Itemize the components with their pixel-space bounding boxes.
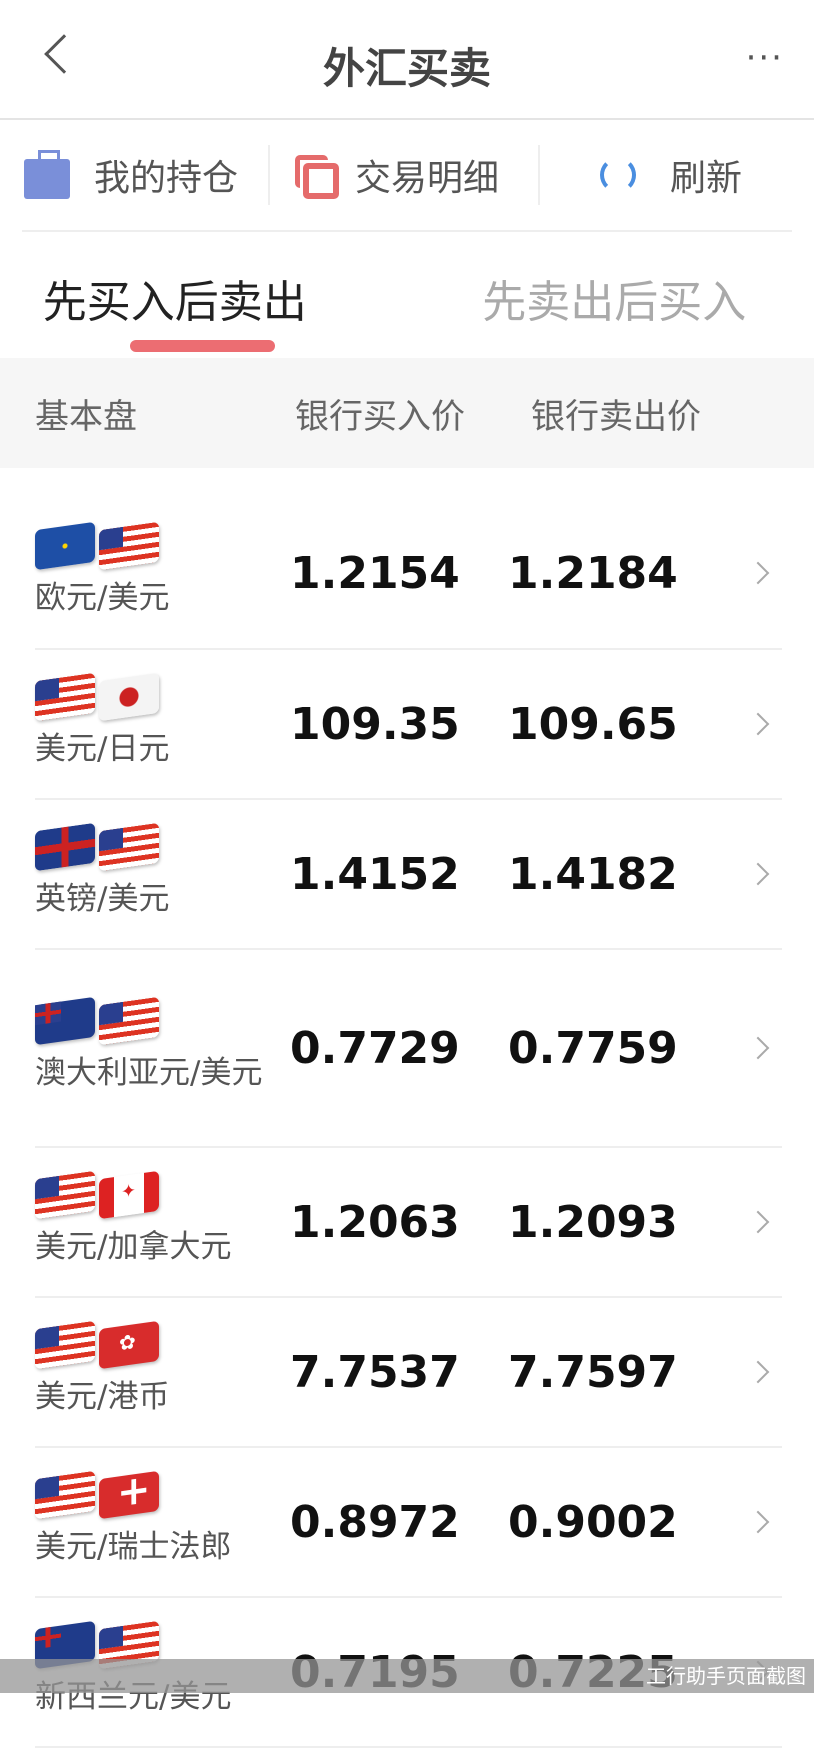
rate-row[interactable]: 英镑/美元 1.4152 1.4182 [35,800,782,950]
flag-jpn-icon [99,672,159,722]
pair-name: 欧元/美元 [35,580,170,616]
bank-buy-price: 1.2063 [290,1196,460,1248]
watermark: 工行助手页面截图 [0,1659,814,1693]
flag-usa-icon [99,996,159,1046]
currency-pair: 美元/加拿大元 [35,1170,290,1269]
currency-pair: 美元/瑞士法郎 [35,1470,290,1569]
pair-name: 澳大利亚元/美元 [35,1055,263,1091]
rate-row[interactable]: 美元/港币 7.7537 7.7597 [35,1298,782,1448]
flag-usa-icon [35,1470,95,1520]
refresh-icon [600,157,636,193]
my-positions-button[interactable]: 我的持仓 [22,145,270,205]
currency-pair: 澳大利亚元/美元 [35,996,290,1095]
chevron-right-icon [746,1210,770,1234]
rate-row[interactable]: 欧元/美元 1.2154 1.2184 [35,468,782,650]
more-icon[interactable]: ··· [745,38,784,78]
bank-sell-price: 0.7759 [508,1022,678,1074]
flag-usa-icon [35,672,95,722]
flag-aus-icon [35,996,95,1046]
tab-bar: 先买入后卖出 先卖出后买入 [0,232,814,358]
chevron-right-icon [746,1360,770,1384]
currency-pair: 英镑/美元 [35,822,290,921]
pair-name: 美元/瑞士法郎 [35,1529,232,1565]
flag-usa-icon [35,1320,95,1370]
my-positions-label: 我的持仓 [94,158,239,199]
rate-row[interactable]: 美元/瑞士法郎 0.8972 0.9002 [35,1448,782,1598]
flag-usa-icon [35,1170,95,1220]
bank-sell-price: 1.2184 [508,547,678,599]
rate-row[interactable]: 美元/加拿大元 1.2063 1.2093 [35,1148,782,1298]
bank-sell-price: 7.7597 [508,1346,678,1398]
bank-sell-price: 109.65 [508,698,678,750]
chevron-right-icon [746,561,770,585]
currency-pair: 欧元/美元 [35,521,290,620]
bank-sell-price: 0.9002 [508,1496,678,1548]
rate-row[interactable]: 美元/日元 109.35 109.65 [35,650,782,800]
copy-icon [295,155,339,199]
pair-name: 英镑/美元 [35,881,170,917]
bank-buy-price: 0.7729 [290,1022,460,1074]
column-header: 基本盘 银行买入价 银行卖出价 [0,358,814,468]
pair-name: 美元/日元 [35,731,170,767]
column-bank-buy: 银行买入价 [295,396,465,437]
bank-buy-price: 1.4152 [290,848,460,900]
chevron-right-icon [746,712,770,736]
active-tab-indicator [130,340,275,352]
chevron-right-icon [746,1036,770,1060]
page-title: 外汇买卖 [322,44,491,93]
tab-buy-then-sell[interactable]: 先买入后卖出 [42,277,307,328]
pair-name: 美元/港币 [35,1379,170,1415]
pair-name: 美元/加拿大元 [35,1229,232,1265]
rate-row[interactable]: 澳大利亚元/美元 0.7729 0.7759 [35,950,782,1148]
briefcase-icon [24,150,70,199]
rate-list: 欧元/美元 1.2154 1.2184 美元/日元 109.35 109.65 … [0,468,814,1748]
bank-buy-price: 1.2154 [290,547,460,599]
refresh-button[interactable]: 刷新 [540,145,792,205]
chevron-right-icon [746,862,770,886]
chevron-right-icon [746,1510,770,1534]
flag-che-icon [99,1470,159,1520]
column-pair: 基本盘 [35,396,137,437]
flag-gbr-icon [35,822,95,872]
toolbar: 我的持仓 交易明细 刷新 [22,120,792,232]
transaction-details-label: 交易明细 [355,158,500,199]
transaction-details-button[interactable]: 交易明细 [270,145,540,205]
bank-buy-price: 109.35 [290,698,460,750]
bank-buy-price: 7.7537 [290,1346,460,1398]
bank-sell-price: 1.2093 [508,1196,678,1248]
flag-usa-icon [99,822,159,872]
tab-sell-then-buy[interactable]: 先卖出后买入 [482,277,747,328]
flag-can-icon [99,1170,159,1220]
flag-usa-icon [99,521,159,571]
bank-sell-price: 1.4182 [508,848,678,900]
header: 外汇买卖 ··· [0,0,814,120]
bank-buy-price: 0.8972 [290,1496,460,1548]
refresh-label: 刷新 [670,158,743,199]
column-bank-sell: 银行卖出价 [531,396,701,437]
currency-pair: 美元/日元 [35,672,290,771]
flag-eur-icon [35,521,95,571]
flag-hkg-icon [99,1320,159,1370]
currency-pair: 美元/港币 [35,1320,290,1419]
